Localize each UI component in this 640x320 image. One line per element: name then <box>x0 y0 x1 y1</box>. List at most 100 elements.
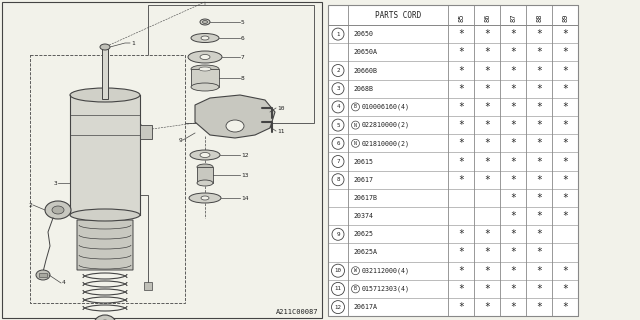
Text: *: * <box>536 120 542 130</box>
Circle shape <box>332 282 344 295</box>
Text: 12: 12 <box>241 153 248 157</box>
Text: *: * <box>562 156 568 166</box>
Text: *: * <box>510 84 516 94</box>
Text: *: * <box>510 138 516 148</box>
Bar <box>102 47 108 99</box>
Text: 032112000(4): 032112000(4) <box>362 268 410 274</box>
Text: 1: 1 <box>336 32 340 36</box>
Text: 20625: 20625 <box>353 231 373 237</box>
Ellipse shape <box>199 67 211 71</box>
Text: *: * <box>484 302 490 312</box>
Text: *: * <box>536 211 542 221</box>
Text: 022810000(2): 022810000(2) <box>362 122 410 128</box>
Text: 9: 9 <box>336 232 340 237</box>
Ellipse shape <box>188 51 222 63</box>
Text: 20650: 20650 <box>353 31 373 37</box>
Text: *: * <box>458 102 464 112</box>
Text: 8: 8 <box>336 177 340 182</box>
Ellipse shape <box>200 54 210 60</box>
Circle shape <box>332 83 344 95</box>
Text: *: * <box>562 47 568 57</box>
Text: 88: 88 <box>536 13 542 22</box>
Text: 87: 87 <box>510 13 516 22</box>
Text: *: * <box>562 302 568 312</box>
Text: 20617: 20617 <box>353 177 373 183</box>
Text: 9: 9 <box>179 138 182 142</box>
Text: *: * <box>510 229 516 239</box>
Text: 10: 10 <box>277 106 285 110</box>
Text: 20650A: 20650A <box>353 49 377 55</box>
Bar <box>191 69 219 87</box>
Ellipse shape <box>201 196 209 200</box>
Ellipse shape <box>202 20 207 23</box>
Text: *: * <box>562 193 568 203</box>
Text: *: * <box>562 102 568 112</box>
Text: *: * <box>484 284 490 294</box>
Bar <box>70 95 140 215</box>
Text: 20615: 20615 <box>353 158 373 164</box>
Text: 6: 6 <box>336 141 340 146</box>
Text: 2068B: 2068B <box>353 86 373 92</box>
Polygon shape <box>195 95 275 138</box>
Ellipse shape <box>94 315 116 320</box>
Text: *: * <box>484 247 490 258</box>
Circle shape <box>332 174 344 186</box>
Text: 20660B: 20660B <box>353 68 377 74</box>
Text: *: * <box>536 84 542 94</box>
Text: *: * <box>510 47 516 57</box>
Text: 14: 14 <box>241 196 248 201</box>
Text: *: * <box>536 284 542 294</box>
Text: 20617B: 20617B <box>353 195 377 201</box>
Circle shape <box>351 139 360 147</box>
Text: 010006160(4): 010006160(4) <box>362 104 410 110</box>
Text: B: B <box>354 104 357 109</box>
Text: 20625A: 20625A <box>353 250 377 255</box>
Text: *: * <box>562 84 568 94</box>
Text: *: * <box>484 84 490 94</box>
Text: *: * <box>484 120 490 130</box>
Text: *: * <box>562 284 568 294</box>
Text: *: * <box>458 138 464 148</box>
Ellipse shape <box>190 150 220 160</box>
Text: *: * <box>562 266 568 276</box>
Text: *: * <box>562 211 568 221</box>
Ellipse shape <box>191 83 219 91</box>
Text: *: * <box>562 120 568 130</box>
Text: *: * <box>510 66 516 76</box>
Ellipse shape <box>45 201 71 219</box>
Text: 86: 86 <box>484 13 490 22</box>
Ellipse shape <box>189 193 221 203</box>
Circle shape <box>351 121 360 129</box>
Bar <box>148 5 314 123</box>
Ellipse shape <box>70 88 140 102</box>
Text: *: * <box>458 66 464 76</box>
Text: *: * <box>536 247 542 258</box>
Text: 11: 11 <box>335 286 342 292</box>
Text: 20617A: 20617A <box>353 304 377 310</box>
Text: *: * <box>484 175 490 185</box>
Ellipse shape <box>197 180 213 186</box>
Ellipse shape <box>200 153 210 157</box>
Text: *: * <box>484 47 490 57</box>
Text: *: * <box>484 156 490 166</box>
Text: *: * <box>458 84 464 94</box>
Circle shape <box>332 264 344 277</box>
Text: *: * <box>536 175 542 185</box>
Text: 7: 7 <box>241 54 244 60</box>
Text: *: * <box>510 156 516 166</box>
Text: 10: 10 <box>335 268 342 273</box>
Text: *: * <box>458 29 464 39</box>
Text: *: * <box>562 29 568 39</box>
Circle shape <box>351 285 360 293</box>
Text: *: * <box>536 102 542 112</box>
Text: *: * <box>536 266 542 276</box>
Ellipse shape <box>191 65 219 73</box>
FancyBboxPatch shape <box>77 220 133 270</box>
Text: A211C00087: A211C00087 <box>275 309 318 315</box>
Text: 5: 5 <box>336 123 340 128</box>
Text: 4: 4 <box>62 281 66 285</box>
Circle shape <box>332 156 344 167</box>
Text: *: * <box>458 229 464 239</box>
Text: *: * <box>510 247 516 258</box>
Text: 2: 2 <box>28 203 32 207</box>
